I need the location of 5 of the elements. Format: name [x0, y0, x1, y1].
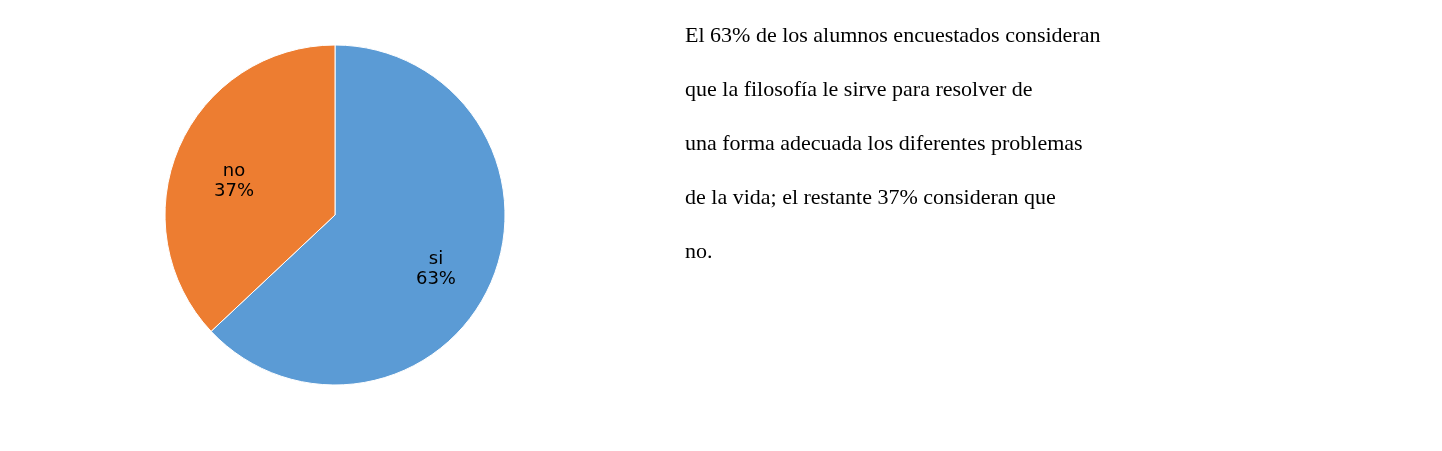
slice-label: si — [428, 246, 444, 268]
data-label: 63% — [415, 266, 456, 288]
text: El 63% de los alumnos encuestados consideran que la filosofía le sirve para resolver de una forma adecuada los diferentes problemas de la vida; el restante 37% consideran que no. — [685, 22, 1101, 263]
data-label: 37% — [214, 179, 255, 201]
slice-label: no — [222, 159, 246, 181]
